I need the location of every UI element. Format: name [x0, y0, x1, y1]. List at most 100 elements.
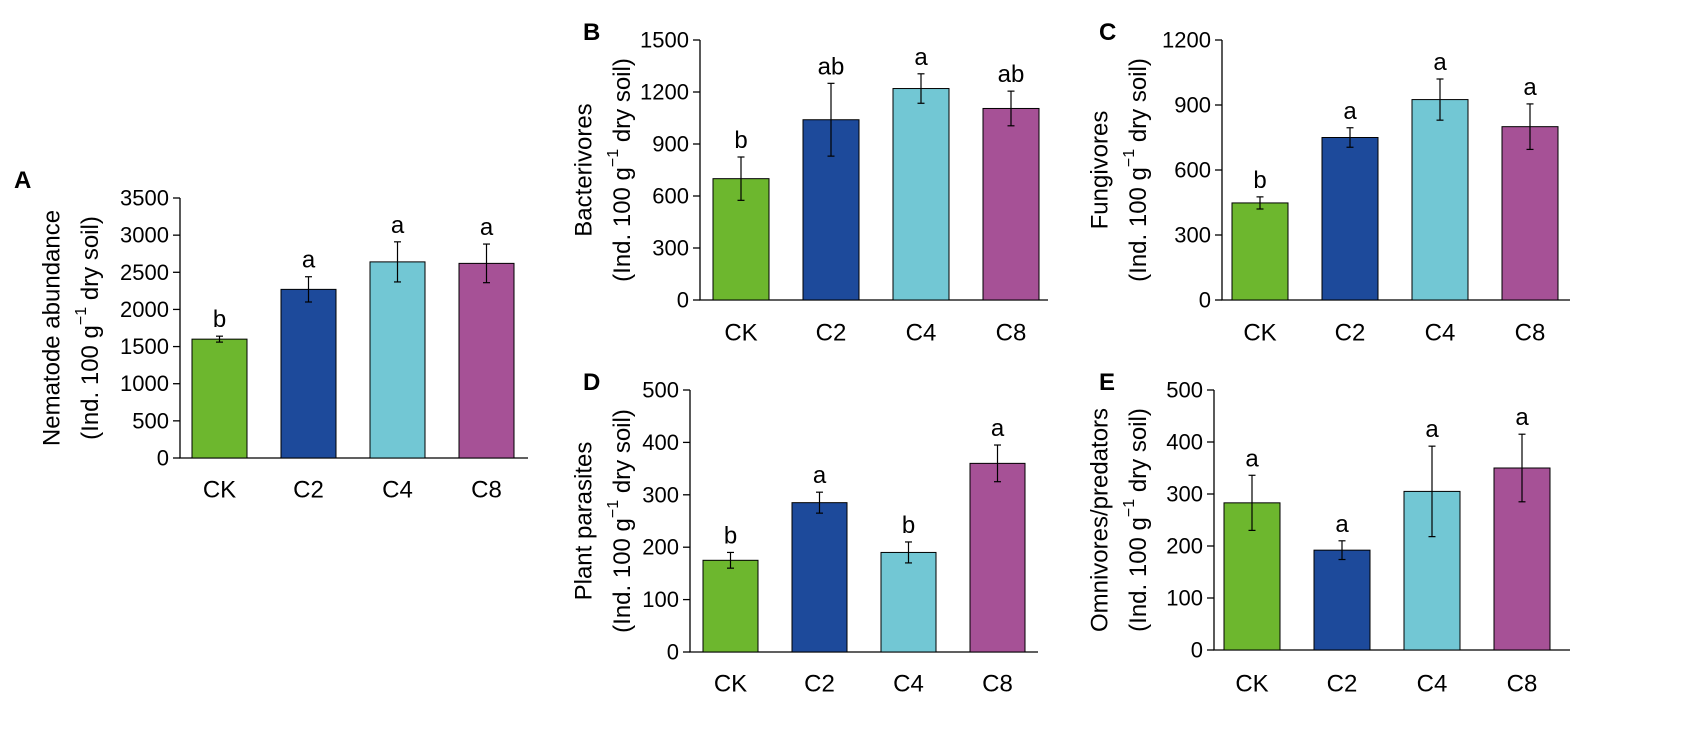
panel-letter: E [1099, 369, 1115, 396]
y-axis-unit-post: dry soil) [77, 216, 104, 307]
bar-c2 [791, 502, 848, 653]
error-bar [1248, 474, 1256, 532]
category-label-c8: C8 [1507, 671, 1538, 698]
bar-c4 [369, 261, 426, 459]
significance-label: ab [998, 61, 1025, 88]
bar-c2 [1313, 549, 1371, 651]
y-tick-label: 100 [642, 587, 679, 612]
y-axis-unit-post: dry soil) [609, 58, 636, 149]
y-axis-title: Bacterivores [571, 103, 598, 236]
error-bar [827, 82, 835, 157]
error-bar [727, 551, 734, 569]
error-bar [394, 241, 401, 283]
y-tick-label: 600 [652, 184, 689, 209]
y-tick-label: 200 [642, 535, 679, 560]
significance-label: a [1515, 404, 1529, 431]
category-label-c8: C8 [996, 320, 1027, 347]
y-axis-title: Plant parasites [571, 442, 598, 601]
y-axis-unit-sup: −1 [1121, 149, 1138, 167]
bar-c2 [280, 288, 337, 459]
bar-c4 [1411, 99, 1469, 301]
category-label-c2: C2 [1327, 671, 1358, 698]
significance-label: a [1433, 49, 1447, 76]
bar-ck [1231, 202, 1289, 301]
y-tick-label: 0 [677, 288, 689, 313]
bar-ck [702, 559, 759, 653]
panel-a: A 0 500 1000 1500 2000 2500 3000 3500 Nematode ab… [14, 167, 528, 504]
panel-e: E 0 100 200 300 400 500 Omnivores/predators (Ind… [1087, 369, 1570, 698]
category-label-c4: C4 [382, 477, 413, 504]
y-tick-label: 3500 [120, 186, 169, 211]
y-axis-unit: (Ind. 100 g−1 dry soil) [605, 409, 636, 633]
category-label-ck: CK [1243, 320, 1276, 347]
y-tick-label: 1000 [120, 371, 169, 396]
y-axis-title: Omnivores/predators [1087, 408, 1114, 632]
y-axis-unit-sup: −1 [73, 307, 90, 325]
bar-c8 [458, 262, 515, 459]
y-tick-label: 0 [1199, 288, 1211, 313]
y-axis-title: Nematode abundance [39, 210, 66, 446]
bar-c8 [982, 107, 1040, 301]
significance-label: a [914, 44, 928, 71]
y-tick-label: 400 [642, 430, 679, 455]
y-axis-unit-sup: −1 [605, 149, 622, 167]
y-axis-unit-post: dry soil) [1125, 408, 1152, 499]
y-tick-label: 200 [1166, 534, 1203, 559]
category-label-ck: CK [1235, 671, 1268, 698]
significance-label: ab [818, 53, 845, 80]
error-bar [1428, 445, 1436, 538]
panel-letter: B [583, 19, 600, 46]
y-tick-label: 300 [1166, 482, 1203, 507]
significance-label: a [991, 415, 1005, 442]
bar-c2 [1321, 137, 1379, 301]
significance-label: a [1335, 511, 1349, 538]
y-tick-label: 600 [1174, 158, 1211, 183]
panel-letter: D [583, 369, 600, 396]
y-axis-unit-sup: −1 [1121, 499, 1138, 517]
error-bar [1526, 103, 1534, 151]
y-tick-label: 500 [642, 378, 679, 403]
y-axis-unit: (Ind. 100 g−1 dry soil) [605, 58, 636, 282]
y-tick-label: 2000 [120, 297, 169, 322]
y-tick-label: 300 [642, 482, 679, 507]
significance-label: a [1343, 98, 1357, 125]
y-axis-unit-pre: (Ind. 100 g [1125, 517, 1152, 632]
panel-letter: A [14, 167, 31, 194]
y-tick-label: 100 [1166, 586, 1203, 611]
y-axis-unit: (Ind. 100 g−1 dry soil) [1121, 58, 1152, 282]
significance-label: b [213, 306, 226, 333]
y-tick-label: 900 [652, 132, 689, 157]
y-tick-label: 400 [1166, 430, 1203, 455]
significance-label: a [1523, 74, 1537, 101]
bar-ck [191, 338, 248, 459]
y-axis-unit-pre: (Ind. 100 g [1125, 167, 1152, 282]
error-bar [305, 276, 312, 303]
y-axis-unit: (Ind. 100 g−1 dry soil) [73, 216, 104, 440]
panel-d: D 0 100 200 300 400 500 Plant parasites (Ind. 10… [571, 369, 1038, 698]
category-label-c4: C4 [893, 671, 924, 698]
significance-label: a [480, 214, 494, 241]
y-tick-label: 500 [1166, 378, 1203, 403]
bar-c4 [880, 551, 937, 653]
significance-label: a [1245, 445, 1259, 472]
category-label-c2: C2 [293, 477, 324, 504]
error-bar [1436, 78, 1444, 121]
significance-label: a [813, 462, 827, 489]
bar-c4 [892, 88, 950, 301]
category-label-c2: C2 [1335, 320, 1366, 347]
y-axis-unit-sup: −1 [605, 500, 622, 518]
panel-b: B 0 300 600 900 1200 1500 Bacterivores (Ind. 100… [571, 19, 1048, 347]
category-label-c4: C4 [906, 320, 937, 347]
error-bar [1007, 90, 1015, 127]
category-label-c2: C2 [804, 671, 835, 698]
error-bar [1256, 196, 1264, 210]
bar-c8 [969, 462, 1026, 653]
y-axis-unit-pre: (Ind. 100 g [609, 167, 636, 282]
y-tick-label: 300 [652, 236, 689, 261]
significance-label: b [734, 127, 747, 154]
significance-label: b [724, 522, 737, 549]
y-axis-unit-pre: (Ind. 100 g [77, 325, 104, 440]
y-tick-label: 1200 [640, 80, 689, 105]
error-bar [994, 444, 1001, 483]
